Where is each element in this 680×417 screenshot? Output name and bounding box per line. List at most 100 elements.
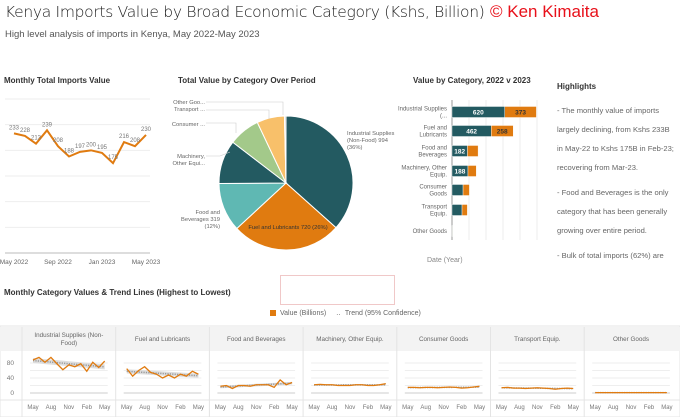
bar-2023 [504,106,537,118]
x-tick-label: May 2023 [132,259,161,266]
data-label: 216 [119,134,130,140]
x-tick-label: May [215,405,226,411]
trend-confidence-band [126,369,199,378]
bar-title: Value by Category, 2022 v 2023 [413,76,531,85]
panel-header: Food and Beverages [227,336,285,343]
bar-2023 [467,165,477,177]
x-tick-label: Jan 2023 [89,259,116,266]
pie-label: Other Goo... [173,100,205,106]
bar-data-label: 620 [473,109,484,116]
x-tick-label: May [27,405,38,411]
pie-label: Food and Beverages 319 (12%) [181,210,220,230]
x-tick-label: Aug [514,405,525,411]
legend: Value (Billions) ‥ Trend (95% Confidence… [270,309,421,317]
legend-value-label: Value (Billions) [280,309,327,317]
panel-header: Fuel and Lubricants [135,336,190,343]
pie-label: Consumer ... [172,122,206,128]
category-pie-chart: Industrial Supplies (Non-Food) 994 (36%) Fu… [172,100,394,251]
value-series-line [220,378,293,390]
x-tick-label: Aug [420,405,431,411]
copyright-text: © Ken Kimaita [490,2,599,21]
panel-header: Machinery, Other Equip. [316,336,384,343]
data-label: 197 [75,144,86,150]
value-series-line [32,356,106,373]
data-label: 230 [141,127,152,133]
legend-trend-label: Trend (95% Confidence) [344,309,421,317]
x-tick-label: May [99,405,110,411]
pie-slice [236,182,337,251]
year-comparison-bar-chart: Industrial Supplies (... 620 373 Fuel and Lub… [398,100,538,264]
x-tick-label: Nov [438,405,449,411]
pie-label: Industrial Supplies (Non-Food) 994 (36%) [347,131,394,151]
x-tick-label: Feb [456,405,467,411]
bar-data-label: 373 [515,109,526,116]
x-tick-label: Nov [345,405,356,411]
highlight-paragraph: - Food and Beverages is the only categor… [557,188,669,235]
bar-category-label: Machinery, Other Equip. [401,166,447,179]
bar-x-axis-title: Date (Year) [427,257,463,264]
bar-category-label: Industrial Supplies (... [398,107,447,120]
pie-leader-line [206,122,237,133]
bar-category-label: Transport Equip. [422,205,448,218]
dashboard-title: Kenya Imports Value by Broad Economic Ca… [5,3,485,21]
x-tick-label: May [474,405,485,411]
x-tick-label: Nov [251,405,262,411]
pie-label: Transport ... [174,107,205,113]
x-tick-label: May [286,405,297,411]
dashboard-subtitle: High level analysis of imports in Kenya,… [5,29,260,40]
bar-data-label: 188 [455,168,466,175]
panel-header: Transport Equip. [514,336,561,343]
data-label: 200 [86,142,97,148]
trend-dots-icon: ‥ [336,310,341,317]
value-series-line [501,386,574,390]
legend-box [280,275,395,305]
x-tick-label: Sep 2022 [44,259,72,266]
bar-category-label: Consumer Goods [419,185,447,198]
legend-value-swatch [270,310,276,316]
x-tick-label: Aug [139,405,150,411]
x-tick-label: Feb [644,405,655,411]
x-tick-label: Aug [233,405,244,411]
monthly-total-title: Monthly Total Imports Value [4,76,111,85]
bar-2023 [461,204,468,216]
pie-leader-line [206,109,270,119]
y-tick-label: 80 [7,360,15,367]
pie-title: Total Value by Category Over Period [178,76,316,85]
data-label: 208 [53,138,64,144]
x-tick-label: Nov [532,405,543,411]
x-tick-label: Nov [626,405,637,411]
value-series-line [407,385,480,389]
x-tick-label: May [121,405,132,411]
data-label: 175 [108,155,119,161]
x-tick-label: May [402,405,413,411]
panel-header: Industrial Supplies (Non-Food) [34,332,103,347]
bar-2022 [451,204,463,216]
category-small-multiples: 80 40 0 Industrial Supplies (Non-Food) May Au… [0,325,680,417]
pie-label: Machinery, Other Equi... [172,154,205,167]
highlights-panel: Highlights - The monthly value of import… [557,77,675,267]
x-tick-label: May [496,405,507,411]
data-label: 213 [31,136,42,142]
legend-value[interactable]: Value (Billions) [270,310,326,317]
x-tick-label: Nov [157,405,168,411]
x-tick-label: Aug [608,405,619,411]
bar-category-label: Food and Beverages [418,146,447,159]
total-series-line [13,128,147,165]
x-tick-label: May [308,405,319,411]
panel-header: Consumer Goods [419,336,468,343]
data-label: 228 [20,128,31,134]
trend-confidence-band [33,358,105,370]
y-tick-label: 40 [7,375,15,382]
legend-trend[interactable]: ‥ Trend (95% Confidence) [336,309,421,318]
panel-header: Other Goods [613,336,649,343]
panel-header-band [0,327,680,351]
x-tick-label: May [661,405,672,411]
x-tick-label: Feb [363,405,374,411]
x-tick-label: May 2022 [0,259,29,266]
data-label: 239 [42,122,53,128]
x-tick-label: Feb [175,405,186,411]
data-label: 195 [97,145,108,151]
data-label: 188 [64,148,75,154]
bar-2023 [491,125,514,137]
